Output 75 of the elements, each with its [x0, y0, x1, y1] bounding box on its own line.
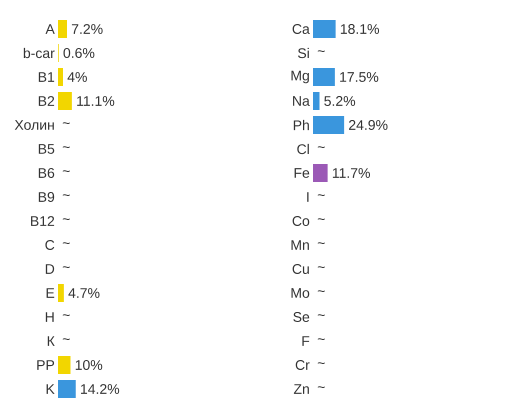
y-tick-label: Fe [294, 168, 310, 178]
data-label: 5.2% [324, 96, 356, 106]
y-tick-label: H [46, 312, 54, 322]
text: ~ [62, 242, 70, 244]
y-tick-label: K [46, 384, 55, 394]
data-label: 11.7% [332, 168, 370, 178]
text: ~ [62, 338, 70, 340]
y-tick-label: B12 [31, 216, 54, 226]
y-tick-label: PP [37, 360, 54, 370]
y-tick-label: Si [298, 48, 309, 58]
y-tick-label: Холин [14, 120, 54, 130]
bar [58, 284, 64, 302]
y-tick-label: B9 [38, 192, 54, 202]
text: ~ [318, 314, 325, 316]
y-tick-label: Cl [297, 144, 309, 154]
text: ~ [318, 218, 325, 220]
y-tick-label: Cr [296, 360, 310, 370]
text: ~ [318, 146, 325, 148]
bar [313, 116, 344, 134]
data-label: 7.2% [72, 24, 103, 34]
text: ~ [318, 386, 325, 388]
y-tick-label: b-car [24, 48, 55, 58]
bar [58, 92, 72, 110]
y-tick-label: F [302, 336, 310, 346]
text: ~ [62, 146, 70, 148]
bar [313, 164, 328, 182]
y-tick-label: B6 [38, 168, 54, 178]
y-tick-label: B2 [38, 96, 54, 106]
data-label: 14.2% [81, 384, 120, 394]
bar [58, 20, 67, 38]
data-label: 10% [76, 360, 102, 370]
data-label: 18.1% [340, 24, 380, 34]
y-tick-label: Cu [292, 264, 309, 274]
y-tick-label: A [45, 24, 55, 34]
text: ~ [318, 242, 325, 244]
text: ~ [62, 194, 70, 196]
bar [313, 20, 336, 38]
y-tick-label: Ph [294, 120, 309, 130]
y-tick-label: К [48, 336, 55, 346]
data-label: 0.6% [63, 48, 94, 58]
y-tick-label: B1 [38, 72, 54, 82]
text: ~ [62, 122, 70, 124]
text: ~ [318, 338, 325, 340]
y-tick-label: Na [293, 96, 310, 106]
data-label: 17.5% [340, 72, 378, 82]
text: ~ [62, 314, 70, 316]
bar [58, 380, 76, 398]
y-tick-label: Se [293, 312, 310, 322]
y-tick-label: D [46, 264, 54, 274]
y-tick-label: I [307, 192, 309, 202]
bar [58, 68, 63, 86]
data-label: 4% [68, 72, 87, 82]
text: ~ [318, 194, 325, 196]
data-label: 24.9% [349, 120, 388, 130]
y-tick-label: Mo [292, 288, 310, 298]
y-tick-label: C [45, 240, 54, 250]
y-tick-label: Mn [292, 240, 309, 250]
y-tick-label: B5 [38, 144, 54, 154]
bar [58, 356, 70, 374]
y-tick-label: Mg [292, 70, 309, 84]
text: ~ [62, 170, 70, 172]
bar [313, 92, 320, 110]
text: ~ [318, 50, 325, 52]
y-tick-label: E [46, 288, 54, 298]
text: ~ [318, 266, 325, 268]
y-tick-label: Zn [294, 384, 309, 394]
data-label: 11.1% [77, 96, 114, 106]
text: ~ [62, 266, 70, 268]
text: ~ [62, 218, 70, 220]
y-tick-label: Ca [292, 24, 310, 34]
y-tick-label: Co [292, 216, 310, 226]
bar [313, 68, 335, 86]
data-label: 4.7% [68, 288, 100, 298]
text: ~ [318, 290, 325, 292]
text: ~ [318, 362, 325, 364]
